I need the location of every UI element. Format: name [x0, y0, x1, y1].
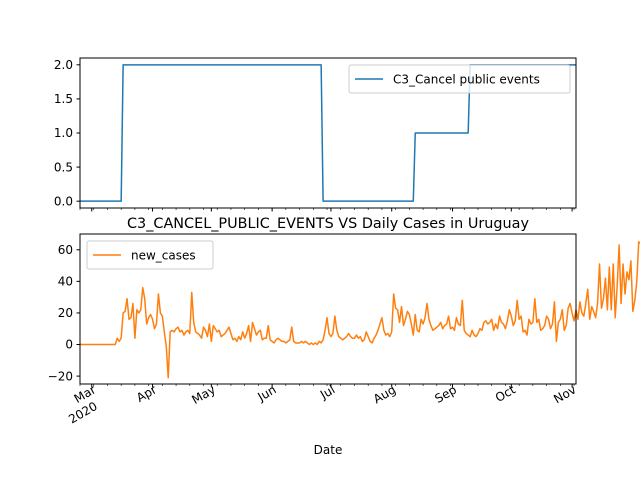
x-tick-label: Oct	[493, 382, 518, 405]
x-tick-label: Sep	[432, 382, 459, 405]
bottom-panel-y-axis: −20 0 20 40 60	[48, 243, 80, 383]
x-tick-label: May	[189, 382, 217, 407]
series-line-c3-cancel-public-events	[80, 64, 576, 202]
bottom-panel-title: C3_CANCEL_PUBLIC_EVENTS VS Daily Cases i…	[127, 216, 529, 232]
legend-label-c3-cancel-public-events: C3_Cancel public events	[393, 73, 540, 87]
series-line-new-cases	[80, 241, 640, 379]
bottom-panel-y-tick-label: 0	[65, 338, 73, 352]
top-panel-y-axis: 0.0 0.5 1.0 1.5 2.0	[54, 58, 80, 208]
top-panel-legend: C3_Cancel public events	[348, 64, 571, 94]
top-panel-y-tick-label: 1.5	[54, 92, 73, 106]
top-panel-y-tick-label: 1.0	[54, 126, 73, 140]
top-panel-x-axis	[79, 208, 575, 212]
top-panel-y-tick-label: 0.5	[54, 160, 73, 174]
bottom-panel-frame	[79, 233, 577, 385]
bottom-panel-y-tick-label: −20	[48, 369, 73, 383]
x-tick-label: Apr	[134, 382, 159, 405]
bottom-panel-legend: new_cases	[86, 240, 214, 270]
x-tick-label: Jul	[317, 382, 337, 402]
legend-label-new-cases: new_cases	[131, 249, 196, 263]
legend-box	[86, 240, 214, 270]
bottom-panel-y-tick-label: 20	[58, 306, 73, 320]
x-axis-label: Date	[314, 443, 343, 457]
legend-box	[348, 64, 571, 94]
x-tick-label: Nov	[551, 382, 578, 406]
x-tick-label: Aug	[371, 382, 398, 406]
bottom-panel-y-tick-label: 60	[58, 243, 73, 257]
top-panel-y-tick-label: 2.0	[54, 58, 73, 72]
top-panel-y-tick-label: 0.0	[54, 194, 73, 208]
top-panel: 0.0 0.5 1.0 1.5 2.0 C3_Cancel public events	[54, 57, 577, 212]
bottom-panel-y-tick-label: 40	[58, 275, 73, 289]
